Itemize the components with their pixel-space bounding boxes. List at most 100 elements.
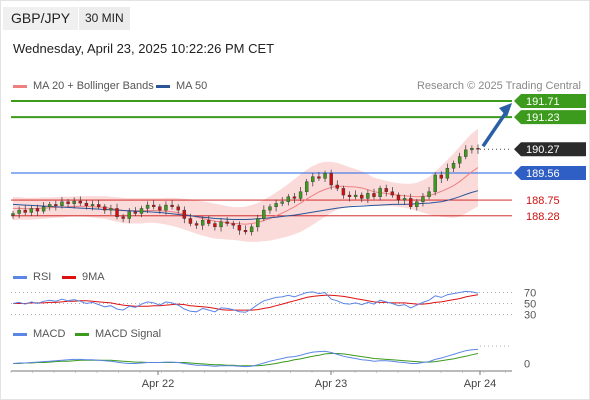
macd-tick-0: 0 xyxy=(524,358,530,370)
candle-body-76 xyxy=(476,148,480,150)
legend-macd: MACD xyxy=(13,328,65,340)
candle-body-27 xyxy=(176,206,180,211)
level-tag-1 xyxy=(514,110,586,125)
candle-body-61 xyxy=(384,188,388,192)
level-label-5: 188.28 xyxy=(526,211,560,223)
candle-body-21 xyxy=(139,208,144,214)
rsi-tick-1: 50 xyxy=(524,299,536,311)
candle-body-75 xyxy=(470,148,474,151)
candle-body-62 xyxy=(390,191,395,196)
legend-ma50: MA 50 xyxy=(156,80,207,92)
candle-body-26 xyxy=(170,204,174,207)
candles-group xyxy=(11,144,480,236)
legend-ma20-swatch xyxy=(13,84,27,88)
candle-body-23 xyxy=(152,204,156,207)
candle-body-19 xyxy=(127,211,131,219)
candle-body-46 xyxy=(292,196,297,199)
candle-body-68 xyxy=(427,191,431,197)
rsi-9ma-line xyxy=(13,294,479,311)
legend-macd-signal: MACD Signal xyxy=(75,328,161,340)
candle-body-6 xyxy=(48,204,52,207)
bollinger-band-area xyxy=(13,128,478,242)
candle-body-64 xyxy=(402,198,407,201)
forecast-arrow-head xyxy=(499,103,512,118)
candle-body-65 xyxy=(408,198,413,207)
legend-rsi-swatch xyxy=(13,275,27,279)
candle-body-74 xyxy=(464,149,468,157)
candle-body-50 xyxy=(317,176,321,179)
candle-body-38 xyxy=(243,230,248,233)
candle-body-13 xyxy=(90,204,95,206)
candle-body-22 xyxy=(145,204,150,209)
rsi-tick-2: 30 xyxy=(524,310,536,322)
candle-body-39 xyxy=(249,226,254,233)
candle-body-24 xyxy=(158,206,162,211)
candle-body-47 xyxy=(298,191,303,199)
candle-body-17 xyxy=(115,208,119,218)
candle-body-33 xyxy=(213,223,217,228)
candle-body-73 xyxy=(457,156,462,164)
candle-body-3 xyxy=(29,208,34,213)
candle-body-29 xyxy=(188,218,193,224)
credit-label: Research © 2025 Trading Central xyxy=(416,80,581,92)
candle-body-0 xyxy=(11,213,15,216)
x-tick-label-2: Apr 24 xyxy=(464,378,496,390)
candle-body-66 xyxy=(415,201,419,207)
legend-macd-swatch xyxy=(13,332,27,336)
candle-body-54 xyxy=(341,188,346,196)
candle-body-5 xyxy=(41,206,46,212)
candle-body-1 xyxy=(17,209,21,214)
candle-body-2 xyxy=(23,209,27,213)
candle-body-58 xyxy=(366,193,370,199)
legend-ma20-label: MA 20 + Bollinger Bands xyxy=(33,80,154,92)
candle-body-72 xyxy=(451,163,456,169)
candle-body-8 xyxy=(60,201,64,206)
level-tag-0 xyxy=(514,94,586,109)
legend-ma50-label: MA 50 xyxy=(176,80,208,92)
candle-body-41 xyxy=(262,209,266,219)
candle-body-48 xyxy=(304,181,309,192)
datetime-label: Wednesday, April 23, 2025 10:22:26 PM CE… xyxy=(13,41,275,56)
rsi-line xyxy=(12,290,479,313)
candle-body-9 xyxy=(66,201,70,204)
rsi-tick-0: 70 xyxy=(524,288,536,300)
candle-body-28 xyxy=(182,209,187,219)
candle-body-51 xyxy=(323,173,327,179)
legend-ma50-swatch xyxy=(156,84,170,88)
legend-macd-label: MACD xyxy=(33,328,66,340)
symbol-label[interactable]: GBP/JPY xyxy=(3,7,79,30)
candle-body-52 xyxy=(329,173,333,186)
candle-body-43 xyxy=(274,203,278,207)
timeframe-label[interactable]: 30 MIN xyxy=(79,7,130,30)
legend-9ma-swatch xyxy=(62,275,76,279)
candle-body-67 xyxy=(421,196,425,202)
level-tag-2 xyxy=(514,142,586,157)
candle-body-53 xyxy=(335,184,339,189)
legend-rsi: RSI xyxy=(13,271,51,283)
candle-body-7 xyxy=(54,204,58,206)
level-label-1: 191.23 xyxy=(526,112,560,124)
candle-body-55 xyxy=(347,194,352,197)
candle-body-45 xyxy=(286,196,291,202)
candle-body-70 xyxy=(439,174,443,179)
candle-body-31 xyxy=(200,219,205,226)
ma20-line xyxy=(13,167,479,225)
candle-body-60 xyxy=(378,188,382,197)
legend-macd-signal-label: MACD Signal xyxy=(95,328,162,340)
candle-body-10 xyxy=(72,200,76,204)
level-label-4: 188.75 xyxy=(526,195,560,207)
x-tick-label-1: Apr 23 xyxy=(315,378,347,390)
candle-body-42 xyxy=(268,206,272,211)
level-label-2: 190.27 xyxy=(526,144,560,156)
level-label-0: 191.71 xyxy=(526,96,560,108)
forecast-arrow-shaft xyxy=(481,110,509,148)
candle-body-69 xyxy=(433,174,437,192)
legend-rsi-label: RSI xyxy=(33,271,52,283)
candle-body-59 xyxy=(372,193,376,197)
candle-body-71 xyxy=(445,168,450,179)
ma50-line xyxy=(12,190,479,220)
candle-body-20 xyxy=(133,211,138,214)
candle-body-56 xyxy=(353,194,358,197)
level-label-3: 189.56 xyxy=(526,168,560,180)
